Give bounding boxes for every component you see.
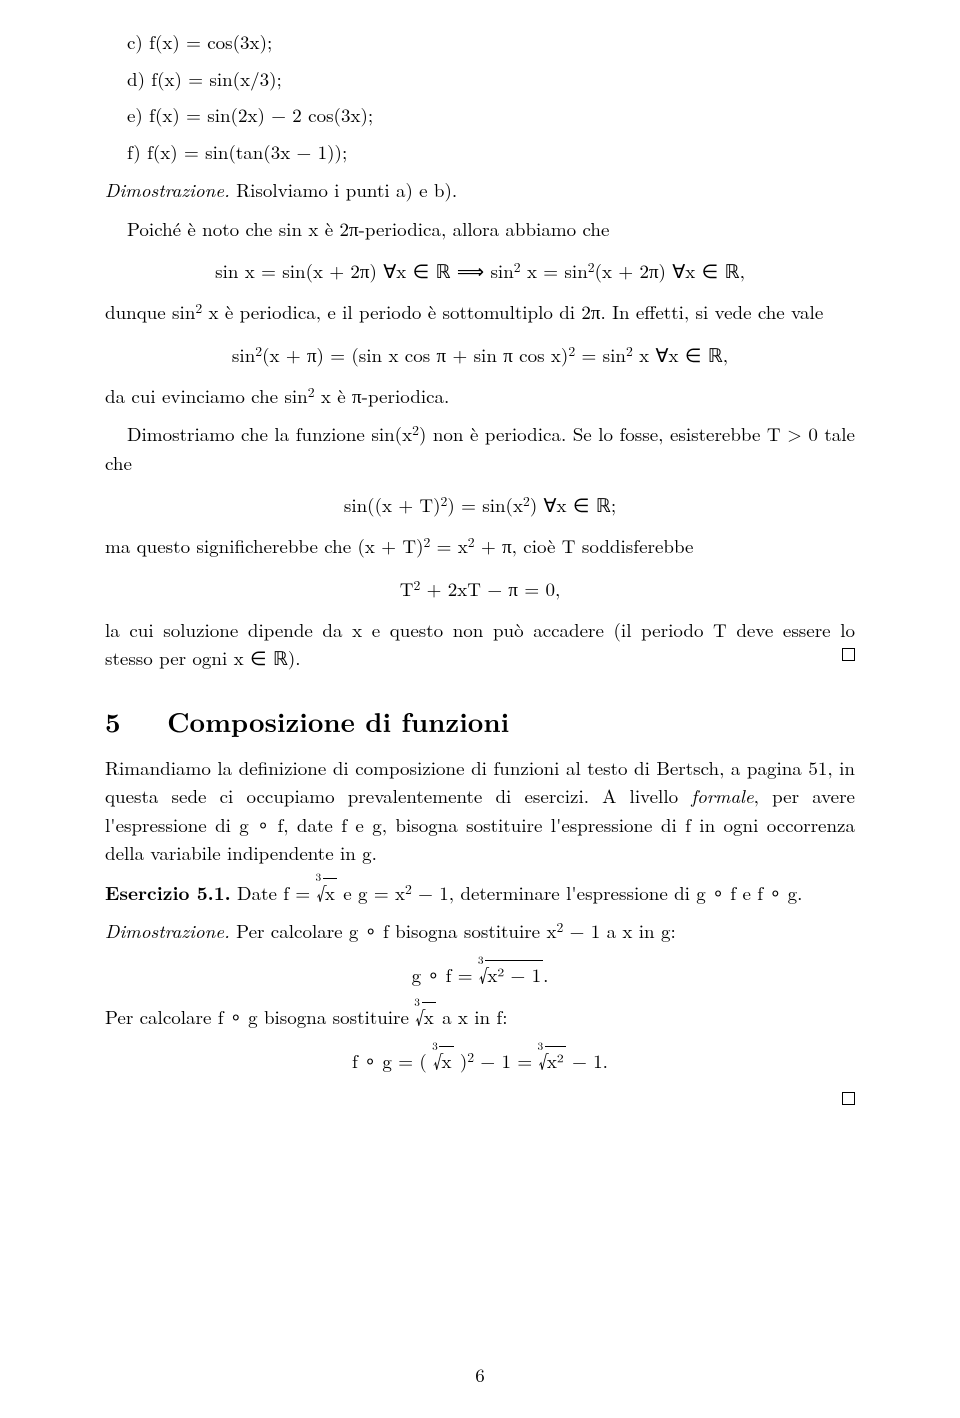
- bb-r: ℝ: [708, 341, 723, 368]
- text: x è π-periodica.: [315, 382, 450, 409]
- para-9: Per calcolare f ∘ g bisogna sostituire 3…: [105, 1002, 855, 1032]
- text: x è periodica, e il periodo è sottomulti…: [202, 298, 823, 325]
- page-number: 6: [0, 1361, 960, 1388]
- text: Risolviamo i punti a) e b).: [230, 176, 457, 203]
- section-number: 5: [105, 701, 121, 740]
- text: e g = x: [337, 879, 405, 906]
- text: − 1, determinare l'espressione di g ∘ f …: [412, 879, 803, 906]
- text: Per calcolare f ∘ g bisogna sostituire: [105, 1003, 415, 1030]
- text: = x: [430, 532, 467, 559]
- dimostrazione-2: Dimostrazione. Per calcolare g ∘ f bisog…: [105, 917, 855, 946]
- cube-root-icon: 3√x: [316, 878, 336, 908]
- exercise-5-1: Esercizio 5.1. Date f = 3√x e g = x2 − 1…: [105, 878, 855, 908]
- equation-6: f ∘ g = ( 3√x )2 − 1 = 3√x² − 1.: [105, 1046, 855, 1074]
- eq-text: (x + π) = (sin x cos π + sin π cos x): [262, 341, 568, 368]
- text: a x in f:: [436, 1003, 508, 1030]
- text: la cui soluzione dipende da x e questo n…: [105, 616, 855, 672]
- cube-root-icon: 3√x: [415, 1002, 435, 1032]
- cube-root-icon: 3√x² − 1: [479, 960, 543, 988]
- eq-text: ⟹ sin: [451, 257, 514, 284]
- eq-text: ): [454, 1047, 468, 1074]
- bb-r: ℝ: [273, 644, 288, 671]
- eq-text: − 1.: [566, 1047, 608, 1074]
- text: da cui evinciamo che sin: [105, 382, 308, 409]
- qed-box: [842, 648, 855, 661]
- list-item-d: d) f(x) = sin(x/3);: [127, 65, 855, 94]
- text: ).: [288, 644, 301, 671]
- equation-4: T2 + 2xT − π = 0,: [105, 575, 855, 602]
- bb-r: ℝ: [725, 257, 740, 284]
- equation-3: sin((x + T)2) = sin(x2) ∀x ∈ ℝ;: [105, 491, 855, 518]
- eq-text: f ∘ g = (: [352, 1047, 433, 1074]
- para-7: la cui soluzione dipende da x e questo n…: [105, 616, 855, 673]
- para-2: Poiché è noto che sin x è 2π-periodica, …: [105, 215, 855, 244]
- dimostrazione-1: Dimostrazione. Risolviamo i punti a) e b…: [105, 176, 855, 205]
- cube-root-icon: 3√x²: [538, 1046, 565, 1074]
- text: − 1 a x in g:: [563, 917, 675, 944]
- text: Dimostriamo che la funzione sin(x: [127, 420, 412, 447]
- eq-text: x ∀x ∈: [633, 341, 708, 368]
- qed-line: [105, 1088, 855, 1108]
- bb-r: ℝ: [596, 491, 611, 518]
- para-8: Rimandiamo la definizione di composizion…: [105, 754, 855, 868]
- list-item-c: c) f(x) = cos(3x);: [127, 28, 855, 57]
- eq-text: x = sin: [521, 257, 588, 284]
- ital-formale: formale: [691, 782, 753, 809]
- qed-box: [842, 1092, 855, 1105]
- eq-text: T2 + 2xT − π = 0,: [400, 575, 561, 602]
- equation-1: sin x = sin(x + 2π) ∀x ∈ ℝ ⟹ sin2 x = si…: [105, 257, 855, 284]
- eq-text: ) = sin(x: [447, 491, 523, 518]
- eq-text: ) ∀x ∈: [530, 491, 596, 518]
- dimostrazione-label: Dimostrazione.: [105, 176, 230, 203]
- para-5: Dimostriamo che la funzione sin(x2) non …: [105, 420, 855, 477]
- section-heading: 5 Composizione di funzioni: [105, 701, 855, 740]
- eq-text: sin((x + T): [344, 491, 441, 518]
- text: dunque sin: [105, 298, 195, 325]
- eq-text: (x + 2π) ∀x ∈: [595, 257, 725, 284]
- eq-text: sin x = sin(x + 2π) ∀x ∈: [215, 257, 435, 284]
- text: ma questo significherebbe che (x + T): [105, 532, 423, 559]
- text: + π, cioè T soddisferebbe: [475, 532, 694, 559]
- equation-5: g ∘ f = 3√x² − 1.: [105, 960, 855, 988]
- eq-text: sin: [232, 341, 255, 368]
- eq-text: ;: [611, 491, 616, 518]
- para-3: dunque sin2 x è periodica, e il periodo …: [105, 298, 855, 327]
- section-title: Composizione di funzioni: [167, 701, 509, 740]
- dimostrazione-label: Dimostrazione.: [105, 917, 230, 944]
- eq-text: − 1 =: [474, 1047, 538, 1074]
- eq-text: g ∘ f =: [412, 961, 479, 988]
- exercise-label: Esercizio 5.1.: [105, 878, 231, 906]
- cube-root-icon: 3√x: [433, 1046, 453, 1074]
- eq-text: = sin: [575, 341, 626, 368]
- bb-r: ℝ: [435, 257, 450, 284]
- text: Per calcolare g ∘ f bisogna sostituire x: [230, 917, 557, 944]
- para-6: ma questo significherebbe che (x + T)2 =…: [105, 532, 855, 561]
- list-item-e: e) f(x) = sin(2x) − 2 cos(3x);: [127, 101, 855, 130]
- equation-2: sin2(x + π) = (sin x cos π + sin π cos x…: [105, 341, 855, 368]
- para-4: da cui evinciamo che sin2 x è π-periodic…: [105, 382, 855, 411]
- text: Date f =: [231, 879, 317, 906]
- list-item-f: f) f(x) = sin(tan(3x − 1));: [127, 138, 855, 167]
